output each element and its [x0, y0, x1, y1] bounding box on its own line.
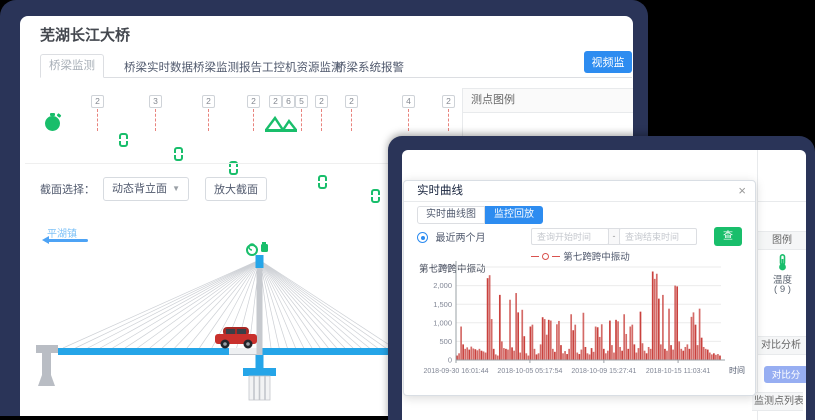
bridge-tower[interactable] — [256, 255, 263, 368]
bridge-illustration — [36, 242, 395, 401]
svg-text:2018-10-09 15:27:41: 2018-10-09 15:27:41 — [571, 368, 636, 375]
side-divider — [758, 201, 806, 202]
tower-top-sensor-icon[interactable] — [246, 242, 268, 256]
side-legend-header: 图例 — [758, 231, 806, 250]
svg-text:1,500: 1,500 — [433, 300, 452, 309]
legend-panel: 测点图例 — [462, 88, 633, 191]
sensor-marker-line — [301, 109, 302, 131]
front-page: 图例 温度 ( 9 ) 对比分析 对比分析 监测点列表 实时曲线 × 实时曲线图 — [402, 150, 806, 420]
strip-divider — [25, 163, 462, 164]
legend-panel-title: 测点图例 — [463, 88, 633, 113]
query-button[interactable]: 查询 — [714, 227, 742, 260]
sensor-marker-line — [155, 109, 156, 131]
sensor-count-badge: 2 — [442, 95, 455, 108]
sensor-marker-line — [97, 109, 98, 131]
sensor-count-badge: 2 — [269, 95, 282, 108]
direction-arrow-line — [45, 238, 88, 242]
link-sensor-icon[interactable] — [174, 147, 183, 161]
page-title: 芜湖长江大桥 — [40, 27, 131, 44]
link-sensor-icon[interactable] — [119, 133, 128, 147]
sensor-marker-line — [448, 109, 449, 131]
modal-tabs: 实时曲线图 监控回放 — [417, 206, 543, 224]
legend-line-icon — [531, 255, 540, 257]
svg-text:时间: 时间 — [729, 365, 745, 375]
sensor-count-badge: 3 — [149, 95, 162, 108]
bridge-abutment — [36, 345, 58, 386]
sensor-count-badge: 2 — [345, 95, 358, 108]
svg-text:1,000: 1,000 — [433, 318, 452, 327]
video-monitor-button[interactable]: 视频监控 — [584, 51, 632, 91]
tab-monitor-playback[interactable]: 监控回放 — [485, 206, 543, 224]
modal-title: 实时曲线 — [404, 181, 755, 202]
section-select-dropdown[interactable]: 动态背立面 ▼ — [103, 177, 189, 201]
sensor-marker-line — [253, 109, 254, 131]
bridge-cables — [62, 259, 395, 349]
sensor-count-badge: 2 — [247, 95, 260, 108]
sensor-count-badge: 2 — [315, 95, 328, 108]
compare-section-header: 对比分析 — [758, 336, 806, 355]
svg-text:2018-09-30 16:01:44: 2018-09-30 16:01:44 — [424, 368, 489, 375]
side-panel: 图例 温度 ( 9 ) 对比分析 对比分析 监测点列表 — [752, 150, 806, 420]
svg-text:2,500: 2,500 — [433, 263, 452, 272]
car — [215, 327, 257, 349]
temperature-label: 温度 — [772, 275, 792, 286]
tab-realtime-curve[interactable]: 实时曲线图 — [417, 206, 485, 224]
sensor-count-badge: 2 — [91, 95, 104, 108]
svg-text:0: 0 — [448, 356, 452, 365]
tab-system-alarm[interactable]: 桥梁系统报警 — [335, 62, 404, 74]
query-controls: 最近两个月 - 查询 — [417, 227, 747, 260]
sensor-count-badge: 4 — [402, 95, 415, 108]
realtime-curve-modal: 实时曲线 × 实时曲线图 监控回放 最近两个月 - 查询 — [403, 180, 756, 396]
vibration-chart: 0 500 1,000 1,500 2,000 2,500 2018-09-30 16:01… — [424, 261, 745, 375]
point-list-header: 监测点列表 — [752, 392, 803, 411]
temperature-count: ( 9 ) — [774, 284, 791, 295]
svg-text:500: 500 — [439, 337, 452, 346]
link-sensor-icon[interactable] — [229, 161, 238, 175]
link-sensor-icon[interactable] — [318, 175, 327, 189]
sensor-marker-line — [208, 109, 209, 131]
legend-dot-icon — [542, 252, 550, 260]
legend-label: 第七跨跨中振动 — [563, 252, 630, 263]
sensor-count-badge: 5 — [295, 95, 308, 108]
tab-bridge-monitoring[interactable]: 桥梁监测 — [40, 54, 104, 78]
chevron-down-icon: ▼ — [172, 184, 180, 193]
bridge-pier-cap — [243, 368, 276, 376]
truss-sensor-icon[interactable] — [265, 114, 297, 132]
temperature-icon — [779, 254, 786, 271]
sensor-count-badge: 6 — [282, 95, 295, 108]
chart-legend[interactable]: 第七跨跨中振动 — [404, 249, 757, 263]
svg-text:2,000: 2,000 — [433, 281, 452, 290]
sensor-marker-line — [408, 109, 409, 131]
query-end-input[interactable] — [619, 228, 697, 245]
link-sensor-icon[interactable] — [371, 189, 380, 203]
section-select-value: 动态背立面 — [112, 183, 167, 195]
tabbar-divider — [40, 77, 632, 78]
tab-ipc-resource-monitoring[interactable]: 工控机资源监测 — [262, 62, 343, 74]
tab-monitoring-report[interactable]: 桥梁监测报告 — [193, 62, 262, 74]
sensor-marker-line — [351, 109, 352, 131]
recent-two-months-radio[interactable] — [417, 232, 428, 243]
svg-text:2018-10-15 11:03:41: 2018-10-15 11:03:41 — [646, 368, 711, 375]
direction-label: 平湖镇 — [47, 229, 77, 240]
deck-joint — [229, 348, 257, 355]
section-select-label: 截面选择： — [40, 184, 95, 196]
sensor-count-badge: 2 — [202, 95, 215, 108]
query-start-input[interactable] — [531, 228, 609, 245]
tab-realtime-data[interactable]: 桥梁实时数据 — [124, 62, 193, 74]
legend-line-icon — [552, 255, 561, 257]
enlarge-section-button[interactable]: 放大截面 — [205, 177, 267, 201]
compare-analysis-button[interactable]: 对比分析 — [764, 366, 806, 398]
radio-label: 最近两个月 — [435, 233, 486, 244]
close-icon[interactable]: × — [738, 183, 746, 198]
chart-title: 第七跨跨中振动 — [419, 264, 486, 275]
bridge-deck[interactable] — [58, 348, 393, 355]
sensor-marker-line — [321, 109, 322, 131]
svg-text:2018-10-05 05:17:54: 2018-10-05 05:17:54 — [497, 368, 562, 375]
gauge-sensor-icon[interactable] — [45, 113, 60, 131]
front-window: 图例 温度 ( 9 ) 对比分析 对比分析 监测点列表 实时曲线 × 实时曲线图 — [388, 136, 815, 420]
